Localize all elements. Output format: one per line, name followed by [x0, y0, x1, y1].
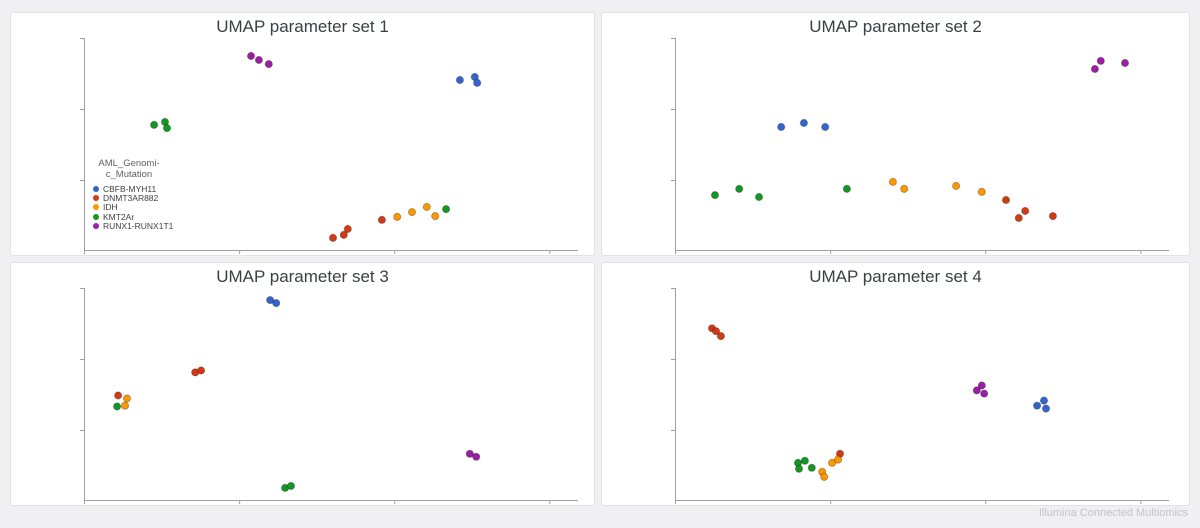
data-point-idh — [393, 212, 402, 221]
data-point-cbfb-myh11 — [473, 78, 482, 88]
data-point-idh — [952, 181, 961, 191]
data-point-kmt2ar — [710, 191, 720, 200]
data-point-kmt2ar — [286, 481, 296, 491]
app-watermark: Illumina Connected Multiomics — [1038, 507, 1188, 519]
data-point-idh — [431, 212, 440, 221]
data-point-runx1-runx1t1 — [472, 452, 481, 461]
data-point-kmt2ar — [800, 456, 809, 465]
data-point-idh — [120, 401, 130, 410]
data-point-kmt2ar — [754, 192, 764, 202]
umap-panel-4: UMAP parameter set 4 — [601, 262, 1190, 506]
data-point-kmt2ar — [807, 463, 816, 472]
scatter-plot-3 — [80, 288, 578, 504]
panel-4-title: UMAP parameter set 4 — [809, 267, 982, 286]
data-point-dnmt3ar882 — [328, 233, 338, 242]
data-point-cbfb-myh11 — [799, 118, 808, 128]
data-point-dnmt3ar882 — [711, 327, 721, 336]
data-point-kmt2ar — [442, 205, 451, 214]
data-point-runx1-runx1t1 — [972, 386, 981, 395]
data-point-idh — [900, 184, 909, 193]
data-point-idh — [820, 472, 829, 481]
data-point-kmt2ar — [735, 184, 744, 193]
data-point-dnmt3ar882 — [1014, 213, 1023, 223]
data-point-dnmt3ar882 — [197, 366, 206, 375]
scatter-plot-2 — [671, 38, 1169, 254]
data-point-idh — [407, 208, 417, 217]
data-point-runx1-runx1t1 — [1120, 58, 1130, 68]
data-point-kmt2ar — [150, 120, 159, 130]
data-point-kmt2ar — [162, 124, 172, 133]
data-point-runx1-runx1t1 — [1090, 64, 1099, 74]
data-point-cbfb-myh11 — [821, 122, 830, 132]
data-point-cbfb-myh11 — [777, 122, 786, 132]
data-point-runx1-runx1t1 — [246, 51, 256, 61]
data-point-idh — [888, 177, 897, 186]
data-point-idh — [422, 202, 431, 212]
data-point-kmt2ar — [842, 184, 851, 193]
data-point-runx1-runx1t1 — [977, 381, 986, 390]
data-point-runx1-runx1t1 — [254, 55, 263, 65]
data-point-runx1-runx1t1 — [980, 389, 989, 398]
data-point-idh — [828, 458, 837, 467]
data-point-cbfb-myh11 — [266, 296, 275, 305]
data-point-dnmt3ar882 — [1001, 195, 1011, 205]
data-point-dnmt3ar882 — [377, 215, 386, 224]
data-point-idh — [977, 187, 986, 196]
data-point-dnmt3ar882 — [1048, 212, 1057, 221]
data-point-runx1-runx1t1 — [465, 449, 474, 458]
panel-2-title: UMAP parameter set 2 — [809, 17, 982, 36]
umap-panel-2: UMAP parameter set 2 — [601, 12, 1190, 256]
umap-panel-1: UMAP parameter set 1 AML_Genomi- c_Mutat… — [10, 12, 595, 256]
data-point-dnmt3ar882 — [343, 224, 352, 234]
data-point-runx1-runx1t1 — [1096, 56, 1105, 66]
scatter-plot-4 — [671, 288, 1169, 504]
data-point-cbfb-myh11 — [455, 75, 464, 85]
data-point-cbfb-myh11 — [1039, 396, 1049, 405]
data-point-kmt2ar — [794, 464, 804, 473]
data-point-cbfb-myh11 — [1033, 401, 1042, 410]
data-point-dnmt3ar882 — [114, 391, 123, 400]
data-point-idh — [122, 394, 132, 403]
data-point-cbfb-myh11 — [1041, 404, 1051, 413]
data-point-cbfb-myh11 — [272, 299, 281, 308]
data-point-dnmt3ar882 — [1021, 206, 1030, 216]
scatter-plot-1 — [80, 38, 578, 254]
data-point-runx1-runx1t1 — [264, 60, 273, 69]
umap-panel-3: UMAP parameter set 3 — [10, 262, 595, 506]
panel-3-title: UMAP parameter set 3 — [216, 267, 389, 286]
data-point-dnmt3ar882 — [716, 332, 726, 341]
data-point-kmt2ar — [113, 402, 122, 411]
data-point-idh — [833, 455, 843, 464]
data-point-dnmt3ar882 — [339, 230, 348, 239]
panel-1-title: UMAP parameter set 1 — [216, 17, 389, 36]
